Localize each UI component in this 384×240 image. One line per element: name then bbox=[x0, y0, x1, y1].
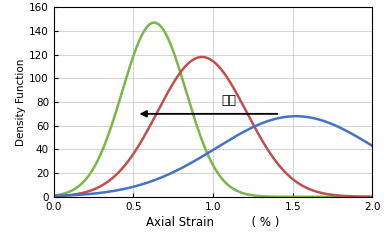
X-axis label: Axial Strain          ( % ): Axial Strain ( % ) bbox=[146, 216, 280, 229]
Text: 時間: 時間 bbox=[221, 94, 236, 107]
Y-axis label: Density Function: Density Function bbox=[17, 58, 26, 146]
